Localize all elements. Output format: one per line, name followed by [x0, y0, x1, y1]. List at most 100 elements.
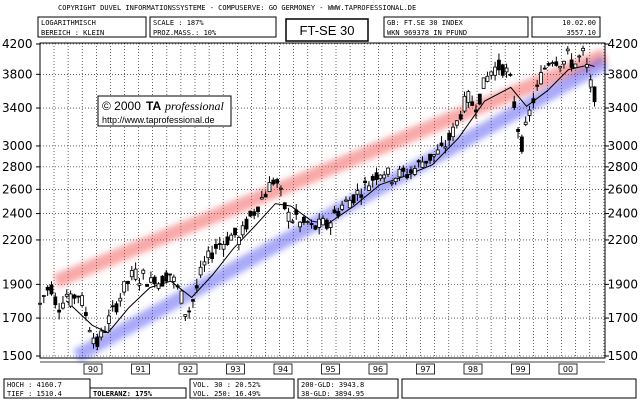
- x-tick-label: 90: [88, 365, 98, 374]
- y-tick-label: 3800: [607, 67, 638, 81]
- candle-body: [217, 243, 222, 245]
- candle-body: [321, 218, 325, 226]
- candle-body: [577, 55, 582, 58]
- candle-body: [386, 167, 390, 175]
- candle-body: [539, 72, 543, 85]
- y-tick-label: 3400: [2, 101, 33, 115]
- candle-body: [393, 177, 398, 183]
- x-tick-label: 97: [420, 365, 430, 374]
- candle-body: [477, 93, 482, 105]
- candle-body: [542, 67, 547, 70]
- y-tick-label: 1900: [2, 277, 33, 291]
- candle-body: [344, 199, 348, 202]
- candle-body: [470, 101, 475, 106]
- date-label: 10.02.00: [562, 19, 596, 27]
- logo-brand-suffix: professional: [164, 99, 225, 113]
- scale-label: SCALE : 187%: [153, 19, 204, 27]
- footer-box-averages: [297, 378, 399, 399]
- candle-body: [206, 250, 211, 259]
- candle-body: [83, 312, 88, 316]
- candle-body: [80, 295, 84, 306]
- candle-body: [210, 252, 214, 259]
- footer-box-volatility: [189, 378, 295, 399]
- candle-body: [462, 95, 467, 112]
- volatility-30: VOL. 30 : 20.52%: [193, 381, 261, 389]
- y-tick-label: 3800: [2, 67, 33, 81]
- candle-body: [584, 64, 589, 68]
- candle-body: [156, 283, 161, 289]
- candle-body: [53, 296, 58, 306]
- plot-frame: [39, 42, 606, 359]
- candle-body: [198, 266, 203, 276]
- candle-body: [562, 60, 566, 65]
- x-tick-label: 99: [515, 365, 525, 374]
- candle-body: [183, 314, 188, 317]
- average-38: 38-GLD: 3894.95: [301, 390, 364, 398]
- candle-body: [432, 154, 436, 157]
- volatility-250: VOL. 250: 16.49%: [193, 390, 261, 398]
- candle-body: [87, 330, 92, 333]
- candle-body: [271, 179, 276, 185]
- candle-body: [382, 174, 387, 179]
- candle-body: [531, 98, 536, 104]
- candle-body: [458, 114, 463, 120]
- candle-body: [378, 174, 383, 180]
- candle-body: [412, 168, 417, 175]
- info-box-date: [531, 16, 601, 38]
- x-tick-box: [226, 363, 245, 375]
- candle-body: [493, 66, 498, 76]
- candle-body: [523, 121, 528, 125]
- candle-body: [535, 84, 540, 87]
- candle-body: [324, 219, 329, 229]
- candle-body: [275, 179, 280, 184]
- candle-body: [447, 132, 452, 141]
- x-tick-box: [83, 363, 103, 375]
- y-tick-label: 1500: [607, 349, 638, 363]
- candle-body: [114, 303, 119, 313]
- candle-body: [328, 222, 333, 228]
- candle-body: [370, 175, 375, 181]
- candle-body: [91, 337, 96, 345]
- candle-body: [267, 182, 272, 193]
- candle-body: [443, 146, 448, 149]
- candle-body: [527, 109, 532, 116]
- candle-body: [332, 209, 337, 214]
- candle-body: [428, 153, 432, 161]
- candle-body: [363, 180, 367, 183]
- candle-body: [45, 286, 50, 291]
- price-series: [38, 45, 597, 351]
- candle-body: [454, 120, 459, 126]
- candle-body: [500, 64, 505, 76]
- y-tick-label: 3000: [607, 139, 638, 153]
- candle-body: [592, 86, 597, 103]
- x-tick-box: [273, 363, 293, 375]
- candle-body: [351, 194, 356, 204]
- candle-body: [588, 79, 593, 88]
- x-tick-box: [558, 363, 578, 375]
- x-tick-label: 93: [230, 365, 240, 374]
- candle-body: [485, 75, 490, 82]
- x-tick-box: [511, 363, 530, 375]
- candle-body: [489, 71, 494, 76]
- logo-url: http://www.taprofessional.de: [102, 115, 215, 125]
- high-value: HOCH : 4160.7: [7, 381, 62, 389]
- copyright-banner: COPYRIGHT DUVEL INFORMATIONSSYSTEME - CO…: [58, 4, 416, 12]
- candle-body: [129, 270, 134, 278]
- candle-body: [336, 211, 341, 217]
- candle-body: [565, 48, 570, 52]
- y-tick-label: 1700: [607, 311, 638, 325]
- x-tick-box: [463, 363, 483, 375]
- y-tick-label: 2200: [2, 233, 33, 247]
- candle-body: [374, 172, 379, 181]
- candle-body: [175, 285, 180, 288]
- y-tick-label: 2800: [607, 160, 638, 174]
- candle-body: [558, 66, 563, 69]
- candle-body: [286, 211, 291, 222]
- footer-box-empty: [401, 378, 637, 399]
- candle-body: [41, 295, 46, 297]
- candle-body: [409, 169, 413, 173]
- y-tick-label: 1900: [607, 277, 638, 291]
- candle-body: [133, 268, 138, 280]
- candle-body: [160, 275, 165, 287]
